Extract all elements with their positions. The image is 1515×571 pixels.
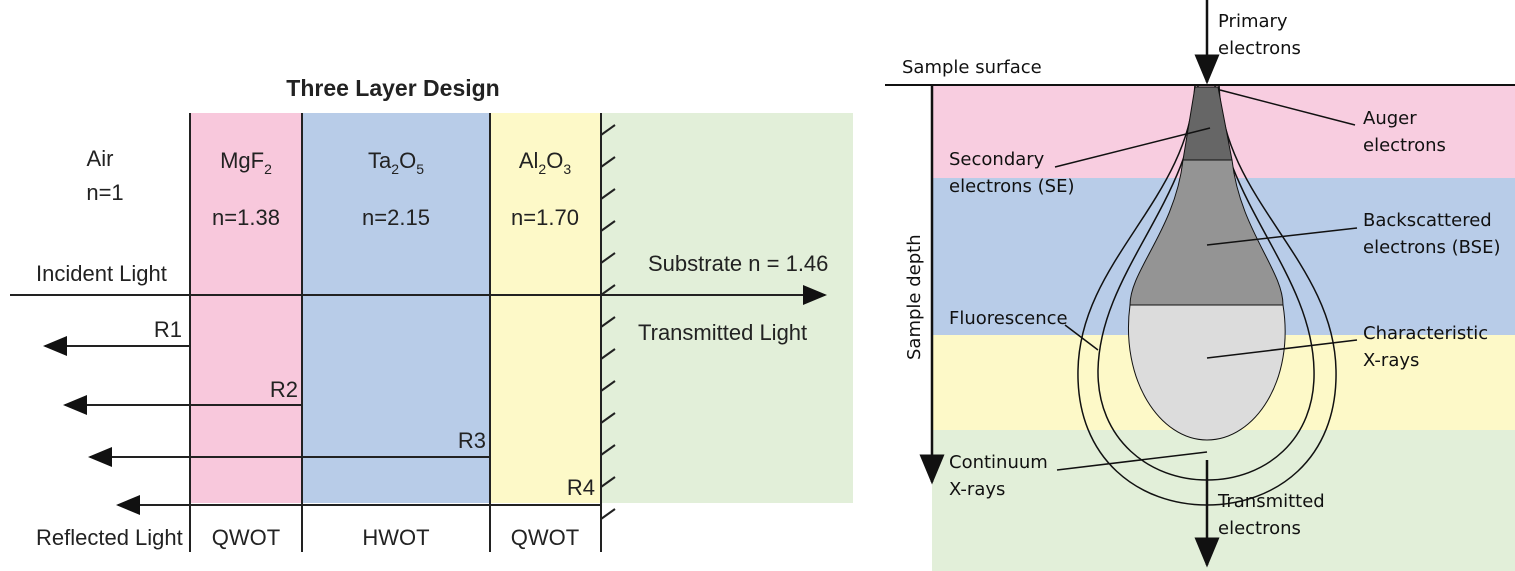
label-line: Fluorescence <box>949 308 1068 329</box>
thin-film-panel: Three Layer Design Air n=1 Incident Ligh… <box>10 75 853 552</box>
formula-text: Ta <box>368 148 392 173</box>
subscript: 2 <box>391 161 399 177</box>
label-line: electrons <box>1363 135 1446 156</box>
secondary-label: Secondary electrons (SE) <box>949 149 1074 197</box>
label-line: electrons <box>1218 38 1301 59</box>
transmitted-label: Transmitted electrons <box>1217 491 1325 539</box>
layer-thickness: QWOT <box>511 525 579 550</box>
characteristic-label: Characteristic X-rays <box>1363 323 1488 371</box>
backscattered-label: Backscattered electrons (BSE) <box>1363 210 1501 258</box>
hatch-mark <box>600 476 616 488</box>
label-line: Auger <box>1363 108 1417 129</box>
substrate <box>601 113 853 503</box>
substrate-label: Substrate n = 1.46 <box>648 251 828 276</box>
leaders <box>1054 89 1358 471</box>
layer-index: n=2.15 <box>362 205 430 230</box>
layer-index: n=1.38 <box>212 205 280 230</box>
mgf2-layer <box>190 113 302 503</box>
labels: Primary electrons Auger electrons Secondary e… <box>949 11 1501 539</box>
medium-index: n=1 <box>86 180 123 205</box>
continuum-label: Continuum X-rays <box>949 452 1048 500</box>
band <box>932 430 1515 571</box>
boundaries <box>189 113 602 552</box>
layer-index: n=1.70 <box>511 205 579 230</box>
incident-label: Incident Light <box>36 261 167 286</box>
label-line: Characteristic <box>1363 323 1488 344</box>
transmitted-label: Transmitted Light <box>638 320 807 345</box>
label-line: X-rays <box>1363 350 1419 371</box>
al2o3-layer <box>490 113 601 503</box>
hatch-mark <box>600 284 616 296</box>
formula-text: O <box>399 148 416 173</box>
hatch-mark <box>600 220 616 232</box>
reflection-arrows <box>43 336 601 515</box>
label-line: electrons <box>1218 518 1301 539</box>
formula: Ta2O5 <box>368 148 424 177</box>
xray-region <box>1128 304 1286 441</box>
hatch-mark <box>600 124 616 136</box>
subscript: 2 <box>538 161 546 177</box>
subscript: 5 <box>416 161 424 177</box>
hatch-mark <box>600 188 616 200</box>
depth-label: Sample depth <box>904 234 925 360</box>
hatch-mark <box>600 348 616 360</box>
reflected-label: Reflected Light <box>36 525 183 550</box>
reflection-label: R1 <box>154 317 182 342</box>
reflection-label: R2 <box>270 377 298 402</box>
electron-panel: Sample surface Sample depth Primary elect… <box>885 0 1515 571</box>
label-line: electrons (SE) <box>949 176 1074 197</box>
auger-label: Auger electrons <box>1363 108 1446 156</box>
ta2o5-layer <box>302 113 490 503</box>
label-line: Transmitted <box>1217 491 1325 512</box>
label-line: Continuum <box>949 452 1048 473</box>
surface-label: Sample surface <box>902 57 1042 78</box>
formula: Al2O3 <box>519 148 571 177</box>
subscript: 2 <box>264 161 272 177</box>
label-line: Secondary <box>949 149 1045 170</box>
hatch-mark <box>600 444 616 456</box>
hatch-mark <box>600 412 616 424</box>
label-line: Backscattered <box>1363 210 1492 231</box>
medium-name: Air <box>87 146 114 171</box>
fluorescence-label: Fluorescence <box>949 308 1068 329</box>
reflection-label: R3 <box>458 428 486 453</box>
layer-thickness: HWOT <box>362 525 429 550</box>
formula-text: Al <box>519 148 539 173</box>
hatch-mark <box>600 380 616 392</box>
hatch <box>600 124 616 520</box>
label-line: X-rays <box>949 479 1005 500</box>
reflection-label: R4 <box>567 475 595 500</box>
layer-thickness: QWOT <box>212 525 280 550</box>
layer-labels: MgF2n=1.38QWOTTa2O5n=2.15HWOTAl2O3n=1.70… <box>212 148 579 550</box>
formula-text: MgF <box>220 148 264 173</box>
label-line: electrons (BSE) <box>1363 237 1501 258</box>
hatch-mark <box>600 316 616 328</box>
subscript: 3 <box>563 161 571 177</box>
formula-text: O <box>546 148 563 173</box>
hatch-mark <box>600 252 616 264</box>
title: Three Layer Design <box>286 75 499 101</box>
hatch-mark <box>600 508 616 520</box>
hatch-mark <box>600 156 616 168</box>
formula: MgF2 <box>220 148 272 177</box>
primary-label: Primary electrons <box>1218 11 1301 59</box>
label-line: Primary <box>1218 11 1288 32</box>
